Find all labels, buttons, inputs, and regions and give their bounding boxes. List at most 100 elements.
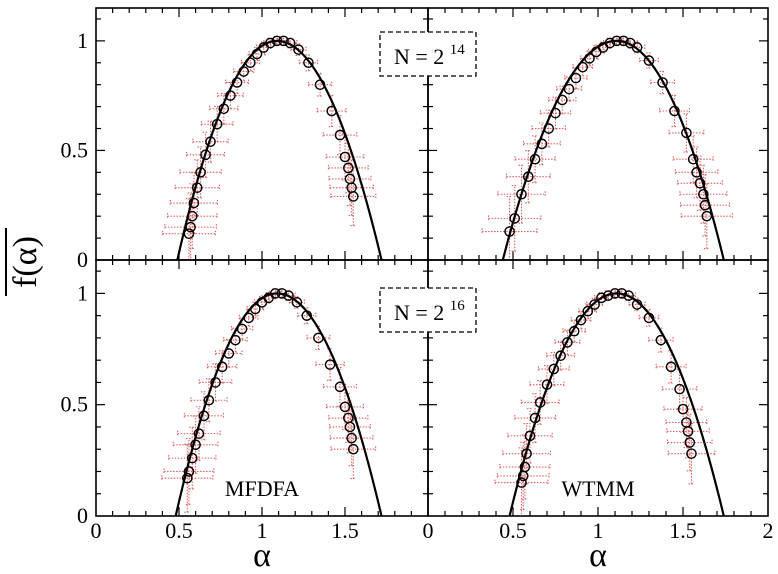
data-point — [548, 363, 560, 375]
error-bar — [488, 185, 542, 252]
data-point — [543, 123, 555, 134]
data-point — [223, 348, 235, 359]
data-point — [191, 182, 203, 193]
data-point — [686, 448, 697, 459]
error-bar — [496, 441, 550, 511]
x-tick-label: 0.5 — [165, 518, 193, 543]
data-point — [550, 107, 561, 119]
data-point — [643, 312, 655, 324]
data-point — [604, 37, 616, 49]
panel-ticks — [428, 260, 768, 516]
data-point — [211, 118, 223, 130]
error-bar — [198, 363, 233, 402]
data-point — [284, 37, 296, 49]
data-point — [701, 210, 713, 222]
data-point — [609, 288, 621, 299]
data-point — [536, 138, 548, 150]
data-point — [529, 412, 541, 424]
data-point — [562, 337, 573, 348]
data-point — [343, 162, 354, 174]
x-tick-label: 1 — [593, 518, 604, 543]
x-axis-label-left: α — [253, 537, 271, 574]
fit-curve — [174, 292, 383, 516]
data-point — [584, 53, 595, 64]
data-point — [200, 149, 211, 161]
data-point — [278, 35, 289, 47]
data-point — [181, 472, 193, 484]
y-tick-label: 0.5 — [61, 392, 89, 417]
panel-data — [481, 35, 733, 260]
data-point — [230, 334, 241, 346]
error-bar — [162, 197, 216, 260]
panel-bottom-left: 0 0.5 1 0 0.5 1 1.5 MFDFA — [61, 259, 429, 543]
data-point — [523, 171, 534, 183]
x-tick-label: 2 — [763, 518, 774, 543]
panel-ticks — [96, 260, 428, 516]
data-point — [596, 292, 607, 304]
n-label-bottom-base: N = 2 — [394, 300, 444, 325]
data-point — [314, 79, 326, 90]
error-bar — [655, 350, 687, 384]
data-point — [250, 303, 261, 315]
error-bar — [327, 142, 369, 194]
data-point — [190, 439, 201, 451]
data-point — [568, 325, 580, 337]
error-bar — [674, 146, 719, 199]
data-point — [185, 221, 196, 233]
x-tick-label: 1.5 — [669, 518, 697, 543]
x-axis-label-right: α — [589, 537, 607, 574]
data-point — [264, 37, 276, 49]
error-bar — [494, 447, 549, 516]
data-point — [236, 323, 248, 335]
error-bar — [161, 443, 214, 513]
data-point — [334, 129, 346, 141]
data-point — [699, 199, 711, 211]
data-point — [231, 77, 243, 88]
y-tick-label: 1 — [77, 28, 88, 53]
data-point — [324, 359, 336, 370]
y-tick-label: 0 — [77, 503, 88, 528]
error-bar — [505, 150, 551, 204]
y-tick-label: 1 — [77, 280, 88, 305]
data-point — [631, 42, 643, 53]
data-point — [570, 72, 582, 84]
n-label-top-base: N = 2 — [394, 44, 444, 69]
data-point — [339, 401, 351, 413]
data-point — [575, 314, 587, 326]
data-point — [684, 437, 696, 448]
data-point — [269, 288, 281, 299]
data-point — [334, 381, 346, 393]
x-tick-label: 0.5 — [499, 518, 527, 543]
data-point — [643, 55, 655, 66]
data-point — [529, 153, 541, 165]
data-point — [504, 226, 515, 237]
error-bar — [326, 383, 364, 431]
data-point — [519, 461, 531, 473]
data-point — [694, 178, 706, 189]
data-point — [238, 66, 250, 77]
n-label-box-bottom: N = 2 16 — [379, 287, 477, 333]
data-point — [216, 361, 228, 373]
data-point — [186, 452, 198, 464]
data-point — [193, 428, 205, 439]
data-point — [589, 299, 600, 310]
data-point — [687, 153, 699, 165]
data-point — [555, 350, 566, 362]
panel-top-left: 00.51 — [61, 7, 429, 272]
error-bar — [497, 164, 546, 224]
data-point — [665, 361, 677, 373]
data-point — [347, 191, 359, 202]
data-point — [582, 305, 594, 317]
data-point — [577, 61, 589, 73]
error-bar — [499, 434, 551, 500]
y-tick-label: 0.5 — [61, 137, 89, 162]
data-point — [557, 94, 568, 106]
data-point — [183, 228, 195, 240]
panel-method-label: MFDFA — [225, 476, 299, 501]
error-bar — [328, 151, 372, 206]
data-point — [346, 432, 357, 444]
svg-text:N = 2 16: N = 2 16 — [394, 298, 465, 325]
panel-ticks — [428, 8, 768, 260]
data-point — [225, 90, 236, 101]
